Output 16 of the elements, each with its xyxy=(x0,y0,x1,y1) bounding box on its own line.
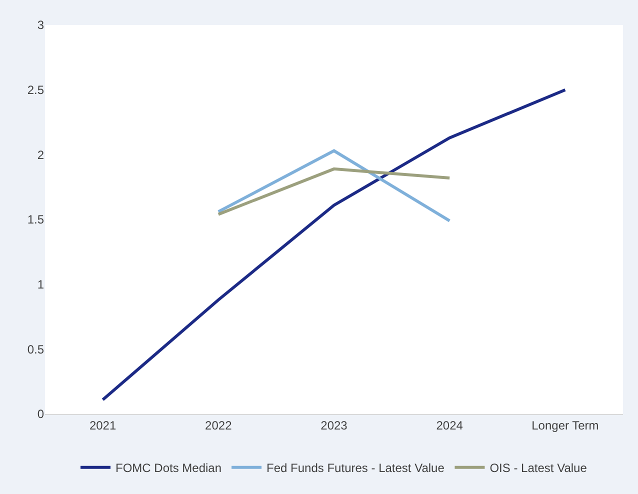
x-tick-label: 2022 xyxy=(205,418,232,432)
y-tick-label: 1 xyxy=(37,278,44,292)
legend-label: FOMC Dots Median xyxy=(116,461,222,476)
y-tick-label: 0.5 xyxy=(27,342,44,356)
x-tick-label: 2024 xyxy=(436,418,464,432)
y-tick-label: 3 xyxy=(37,18,44,32)
x-tick-label: Longer Term xyxy=(532,418,599,432)
legend-label: Fed Funds Futures - Latest Value xyxy=(266,461,445,476)
y-tick-label: 2 xyxy=(37,148,44,162)
legend-label: OIS - Latest Value xyxy=(490,461,588,476)
x-tick-label: 2021 xyxy=(89,418,116,432)
y-tick-label: 2.5 xyxy=(27,83,44,98)
line-series xyxy=(101,88,567,402)
y-tick-label: 0 xyxy=(37,407,44,422)
y-tick-label: 1.5 xyxy=(27,212,44,227)
x-tick-label: 2023 xyxy=(320,418,348,432)
